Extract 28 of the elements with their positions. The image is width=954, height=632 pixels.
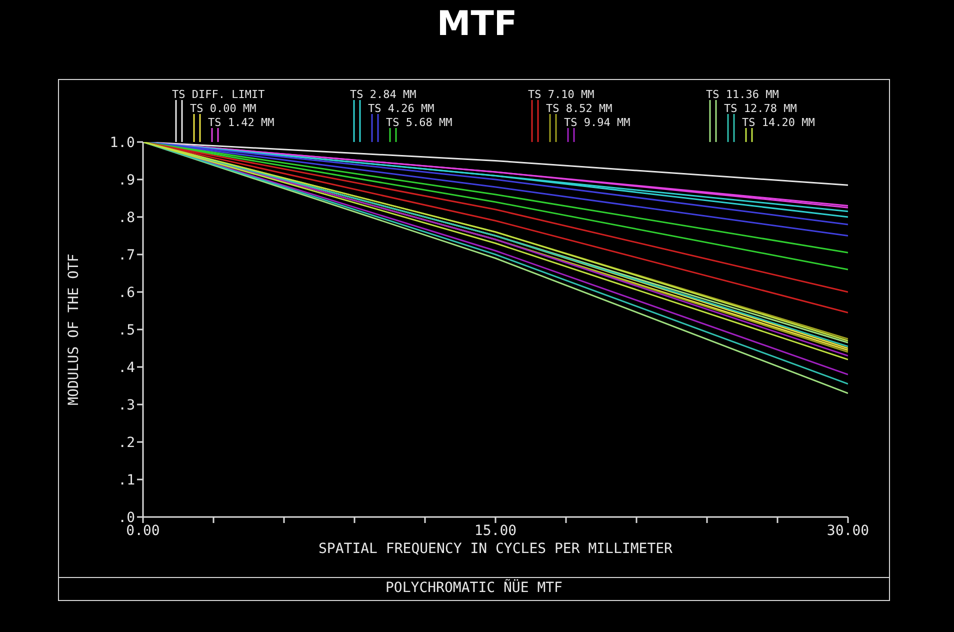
y-tick-label: .1 bbox=[118, 472, 135, 488]
y-tick-label: .7 bbox=[118, 247, 135, 264]
x-tick-label: 15.00 bbox=[474, 522, 517, 539]
y-tick-label: .3 bbox=[118, 397, 135, 414]
text: TS 12.78 MM bbox=[724, 102, 798, 115]
text: TS 0.00 MM bbox=[190, 102, 257, 115]
chart-title: MTF bbox=[436, 4, 518, 44]
text: TS DIFF. LIMIT bbox=[172, 88, 266, 101]
text: TS 11.36 MM bbox=[706, 88, 780, 101]
text: TS 2.84 MM bbox=[350, 88, 417, 101]
series-label: TS 1.42 MM bbox=[208, 116, 275, 129]
text: TS 14.20 MM bbox=[742, 116, 816, 129]
x-tick-label: 30.00 bbox=[826, 522, 870, 539]
y-tick-label: .9 bbox=[118, 172, 135, 188]
y-tick-label: .6 bbox=[118, 284, 135, 301]
text: TS 5.68 MM bbox=[386, 116, 453, 129]
text: TS 8.52 MM bbox=[546, 102, 613, 115]
y-tick-label: .2 bbox=[118, 434, 135, 451]
y-tick-label: .8 bbox=[118, 210, 135, 226]
y-axis-title: MODULUS OF THE OTF bbox=[66, 254, 82, 406]
text: TS 9.94 MM bbox=[564, 116, 631, 129]
y-tick-label: 1.0 bbox=[110, 134, 135, 151]
y-tick-label: .5 bbox=[118, 322, 135, 338]
x-axis-title: SPATIAL FREQUENCY IN CYCLES PER MILLIMETER bbox=[318, 541, 674, 557]
text: POLYCHROMATIC ÑÜE MTF bbox=[384, 580, 564, 596]
text: TS 4.26 MM bbox=[368, 102, 435, 115]
y-tick-label: .4 bbox=[118, 360, 135, 376]
text: TS 7.10 MM bbox=[528, 88, 595, 101]
